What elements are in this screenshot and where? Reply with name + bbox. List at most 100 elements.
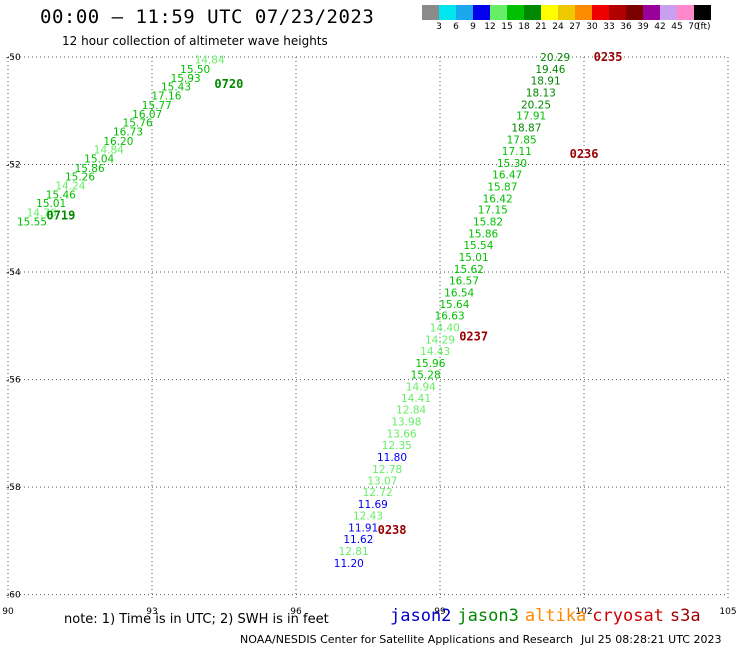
wave-height-point: 11.20 — [334, 558, 364, 570]
color-scale-label: 12 — [484, 22, 496, 32]
color-scale-label: 15 — [501, 22, 513, 32]
wave-height-point: 15.77 — [142, 100, 172, 112]
pass-time-label: 0238 — [378, 523, 407, 537]
time-labels-layer: 0720 0719 0235 0236 0237 0238 — [46, 50, 622, 537]
wave-height-point: 11.91 — [348, 522, 378, 534]
pass-time-label: 0719 — [46, 209, 75, 223]
satellite-legend-entry: jason2 — [390, 606, 452, 626]
wave-height-point: 15.86 — [468, 228, 498, 240]
wave-height-point: 18.87 — [511, 122, 541, 134]
y-tick-label: -50 — [6, 53, 21, 63]
wave-height-point: 11.69 — [358, 499, 388, 511]
wave-height-point: 15.28 — [411, 370, 441, 382]
wave-height-point: 15.93 — [171, 73, 201, 85]
wave-height-point: 20.29 — [540, 52, 570, 64]
wave-height-point: 16.54 — [444, 287, 474, 299]
wave-height-point: 20.25 — [521, 99, 551, 111]
grid-layer — [7, 56, 729, 600]
pass-time-label: 0720 — [214, 77, 243, 91]
wave-height-point: 16.73 — [113, 127, 143, 139]
color-scale-unit: (ft) — [697, 22, 711, 32]
wave-height-point: 18.13 — [526, 87, 556, 99]
color-scale-label: 45 — [671, 22, 683, 32]
satellite-legend-entry: altika — [524, 606, 587, 626]
wave-height-point: 17.15 — [478, 205, 508, 217]
color-swatch — [609, 5, 626, 20]
wave-height-point: 14.43 — [420, 346, 450, 358]
x-tick-label: 99 — [434, 607, 446, 617]
wave-height-point: 12.78 — [372, 464, 402, 476]
wave-height-point: 14.84 — [94, 144, 124, 156]
wave-height-point: 15.01 — [36, 198, 66, 210]
color-scale-label: 70 — [688, 22, 700, 32]
color-swatch — [422, 5, 439, 20]
color-scale-label: 39 — [637, 22, 649, 32]
wave-height-point: 17.85 — [507, 134, 537, 146]
color-scale-label: 9 — [470, 22, 476, 32]
wave-height-point: 12.81 — [339, 546, 369, 558]
wave-height-point: 19.46 — [535, 64, 565, 76]
x-tick-label: 102 — [575, 607, 592, 617]
timestamp-text: Jul 25 08:28:21 UTC 2023 — [581, 633, 722, 646]
wave-height-point: 15.26 — [65, 171, 95, 183]
wave-height-point: 15.96 — [415, 358, 445, 370]
wave-height-point: 17.91 — [516, 111, 546, 123]
satellite-legend: jason2 jason3 altika cryosat s3a — [390, 606, 707, 626]
wave-height-point: 15.04 — [84, 154, 114, 166]
color-swatch — [507, 5, 524, 20]
wave-height-point: 15.62 — [454, 264, 484, 276]
color-swatch — [575, 5, 592, 20]
wave-height-point: 15.46 — [46, 190, 76, 202]
wave-height-point: 12.35 — [382, 440, 412, 452]
wave-height-point: 12.84 — [396, 405, 426, 417]
color-scale-label: 30 — [586, 22, 598, 32]
page-title: 00:00 – 11:59 UTC 07/23/2023 — [40, 6, 375, 28]
wave-height-point: 15.01 — [459, 252, 489, 264]
wave-height-point: 15.87 — [487, 182, 517, 194]
color-swatch — [677, 5, 694, 20]
y-tick-label: -54 — [6, 268, 21, 278]
wave-height-point: 15.64 — [439, 299, 469, 311]
wave-height-point: 17.11 — [502, 146, 532, 158]
color-scale-label: 27 — [569, 22, 581, 32]
wave-height-point: 14.40 — [430, 322, 460, 334]
pass-time-label: 0237 — [459, 330, 488, 344]
color-scale-label: 3 — [436, 22, 442, 32]
wave-height-point: 14.41 — [401, 393, 431, 405]
color-scale-label: 18 — [518, 22, 530, 32]
satellite-legend-entry: cryosat — [592, 606, 664, 626]
wave-height-point: 15.30 — [497, 158, 527, 170]
y-tick-label: -60 — [6, 591, 21, 601]
color-swatch — [643, 5, 660, 20]
color-swatch — [473, 5, 490, 20]
color-swatch — [626, 5, 643, 20]
wave-height-point: 18.91 — [531, 76, 561, 88]
wave-height-point: 11.80 — [377, 452, 407, 464]
wave-height-point: 15.76 — [123, 118, 153, 130]
page-subtitle: 12 hour collection of altimeter wave hei… — [62, 34, 328, 48]
x-tick-label: 90 — [2, 607, 14, 617]
wave-height-point: 15.43 — [161, 82, 191, 94]
wave-height-point: 17.16 — [151, 91, 181, 103]
y-tick-label: -52 — [6, 161, 21, 171]
color-swatch — [592, 5, 609, 20]
wave-height-point: 16.47 — [492, 170, 522, 182]
x-tick-label: 93 — [146, 607, 157, 617]
wave-height-point: 13.98 — [391, 417, 421, 429]
axes-layer: 90 93 96 99 102 105 -50 -52 -54 -56 -58 -60 — [2, 53, 736, 617]
wave-height-point: 16.07 — [132, 109, 162, 121]
wave-height-point: 14.29 — [425, 334, 455, 346]
color-scale-label: 6 — [453, 22, 459, 32]
wave-height-point: 16.20 — [103, 136, 133, 148]
y-tick-label: -58 — [6, 483, 21, 493]
wave-height-point: 12.43 — [353, 511, 383, 523]
wave-height-point: 15.50 — [180, 64, 210, 76]
wave-height-point: 14.84 — [195, 55, 225, 67]
credit-text: NOAA/NESDIS Center for Satellite Applica… — [240, 633, 574, 646]
wave-height-point: 15.86 — [75, 163, 105, 175]
color-scale-label: 42 — [654, 22, 666, 32]
wave-height-point: 15.55 — [17, 217, 47, 229]
wave-height-point: 16.63 — [435, 311, 465, 323]
color-swatch — [524, 5, 541, 20]
satellite-legend-entry: jason3 — [457, 606, 519, 626]
